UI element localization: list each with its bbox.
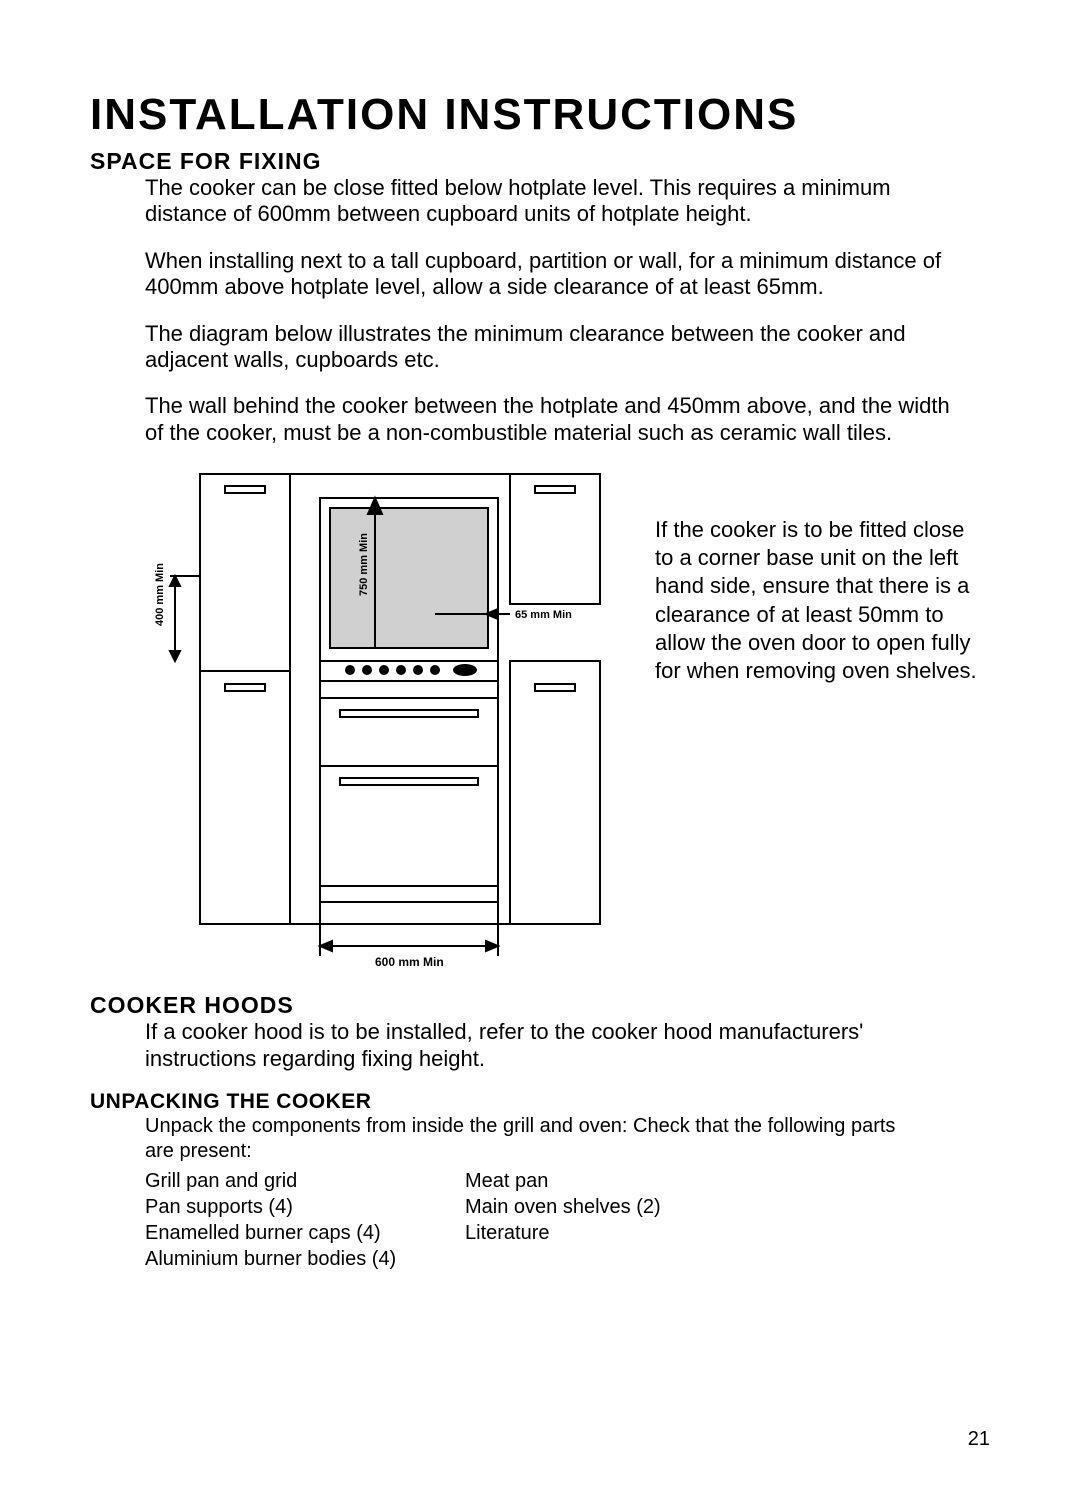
para-sff-3: The diagram below illustrates the minimu… bbox=[145, 321, 965, 374]
para-sff-1: The cooker can be close fitted below hot… bbox=[145, 175, 965, 228]
para-corner-note: If the cooker is to be fitted close to a… bbox=[655, 466, 985, 685]
svg-text:600 mm Min: 600 mm Min bbox=[375, 955, 444, 969]
svg-text:750 mm Min: 750 mm Min bbox=[358, 533, 370, 596]
parts-item: Main oven shelves (2) bbox=[465, 1194, 745, 1220]
para-sff-4: The wall behind the cooker between the h… bbox=[145, 393, 965, 446]
parts-list: Grill pan and gridPan supports (4)Enamel… bbox=[145, 1168, 990, 1272]
heading-unpacking: UNPACKING THE COOKER bbox=[90, 1090, 990, 1114]
parts-item: Grill pan and grid bbox=[145, 1168, 425, 1194]
clearance-diagram: 400 mm Min 750 mm Min 65 mm Min bbox=[145, 466, 625, 986]
para-hoods: If a cooker hood is to be installed, ref… bbox=[145, 1019, 965, 1072]
parts-item: Enamelled burner caps (4) bbox=[145, 1220, 425, 1246]
svg-text:400 mm Min: 400 mm Min bbox=[154, 563, 166, 626]
heading-space-for-fixing: SPACE FOR FIXING bbox=[90, 148, 990, 175]
parts-item: Aluminium burner bodies (4) bbox=[145, 1246, 425, 1272]
parts-item: Literature bbox=[465, 1220, 745, 1246]
svg-text:65 mm Min: 65 mm Min bbox=[515, 609, 572, 621]
page-title: INSTALLATION INSTRUCTIONS bbox=[90, 90, 990, 140]
page-number: 21 bbox=[968, 1428, 990, 1451]
parts-item: Pan supports (4) bbox=[145, 1194, 425, 1220]
para-sff-2: When installing next to a tall cupboard,… bbox=[145, 248, 965, 301]
parts-item: Meat pan bbox=[465, 1168, 745, 1194]
para-unpacking-intro: Unpack the components from inside the gr… bbox=[145, 1114, 905, 1164]
heading-cooker-hoods: COOKER HOODS bbox=[90, 992, 990, 1019]
